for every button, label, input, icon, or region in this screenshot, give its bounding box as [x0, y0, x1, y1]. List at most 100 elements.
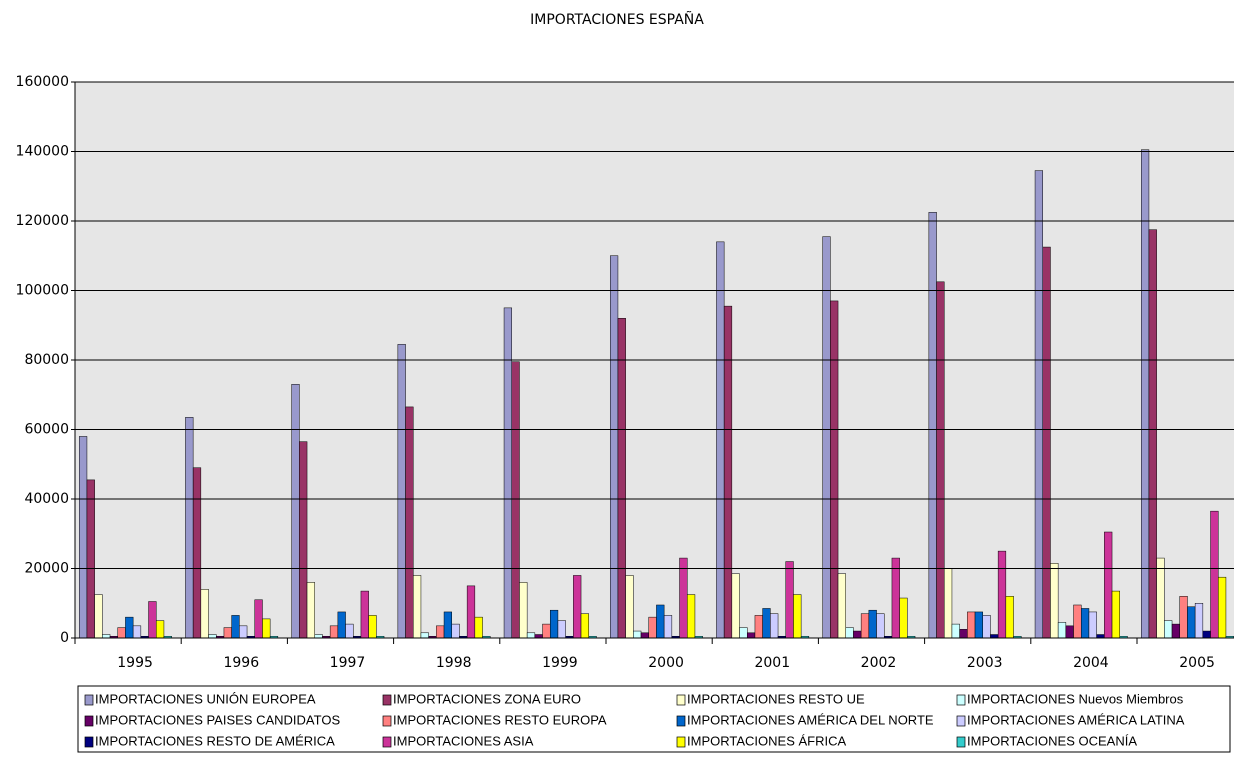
legend-label: IMPORTACIONES ZONA EURO — [393, 691, 581, 706]
y-tick-label: 160000 — [16, 74, 69, 90]
legend-swatch — [956, 736, 966, 748]
bar — [466, 585, 476, 639]
bar — [830, 300, 839, 639]
bar — [436, 625, 445, 639]
legend-swatch — [676, 736, 686, 748]
bar — [192, 467, 202, 639]
bar — [746, 632, 756, 639]
bar — [731, 573, 740, 639]
bar — [1111, 590, 1120, 639]
x-tick-label: 1995 — [117, 655, 153, 671]
bar — [770, 613, 779, 639]
legend-swatch — [676, 694, 686, 706]
bar — [648, 616, 657, 639]
bar — [1104, 531, 1113, 639]
legend-swatch — [382, 694, 392, 706]
bar — [959, 629, 968, 639]
bar — [1179, 596, 1188, 639]
bar — [739, 627, 748, 639]
bar — [876, 613, 885, 639]
bar — [345, 623, 354, 639]
legend-label: IMPORTACIONES UNIÓN EUROPEA — [95, 691, 316, 706]
bar — [86, 479, 95, 639]
legend-label: IMPORTACIONES RESTO UE — [687, 691, 865, 706]
bar — [78, 436, 88, 639]
bar — [1187, 606, 1196, 639]
bar — [185, 417, 194, 639]
legend-swatch — [956, 694, 966, 706]
bar — [845, 627, 854, 639]
y-tick-label: 0 — [60, 630, 69, 646]
y-tick-label: 40000 — [24, 491, 69, 507]
y-tick-label: 100000 — [16, 283, 69, 299]
bar — [793, 594, 802, 639]
bar — [557, 620, 566, 639]
bar — [686, 594, 696, 639]
bar — [1194, 603, 1204, 639]
bar — [299, 441, 308, 639]
bar — [1217, 576, 1227, 639]
legend-label: IMPORTACIONES ASIA — [393, 733, 534, 748]
legend — [77, 685, 1231, 753]
bar — [239, 625, 248, 639]
bar — [1140, 149, 1150, 639]
bar — [337, 611, 346, 639]
bar — [860, 613, 870, 639]
bar — [951, 623, 960, 639]
bar — [1042, 246, 1051, 639]
bar — [1164, 620, 1173, 639]
bar — [785, 561, 794, 639]
bar — [716, 241, 725, 639]
bar — [125, 616, 134, 639]
bar — [936, 281, 945, 639]
x-tick-label: 2005 — [1179, 655, 1215, 671]
bar — [1088, 611, 1097, 639]
bar — [617, 318, 626, 639]
y-tick-label: 140000 — [16, 144, 69, 160]
legend-label: IMPORTACIONES PAISES CANDIDATOS — [95, 712, 340, 727]
bar — [526, 632, 536, 639]
bar — [974, 611, 983, 639]
bar — [754, 615, 763, 639]
y-tick-label: 80000 — [24, 352, 69, 368]
x-tick-label: 1998 — [436, 655, 472, 671]
bar — [1171, 623, 1180, 639]
bar — [1057, 622, 1067, 639]
legend-label: IMPORTACIONES ÁFRICA — [687, 733, 846, 748]
bar — [451, 623, 460, 639]
legend-label: IMPORTACIONES RESTO EUROPA — [393, 712, 607, 727]
bar — [306, 582, 315, 639]
y-tick-label: 20000 — [24, 561, 69, 577]
bar — [223, 627, 232, 639]
bar — [155, 620, 165, 639]
bar — [573, 575, 582, 639]
bar — [1050, 563, 1059, 639]
bar — [231, 615, 240, 639]
bar — [997, 550, 1007, 639]
bar — [148, 601, 157, 639]
bar — [640, 632, 649, 639]
bar — [329, 625, 339, 639]
bar — [102, 634, 111, 639]
bar — [542, 623, 551, 639]
bar — [625, 575, 634, 639]
bar — [443, 611, 452, 639]
bar — [1096, 634, 1105, 639]
bar — [519, 582, 528, 639]
legend-swatch — [956, 715, 966, 727]
bar — [1210, 510, 1219, 639]
bar — [132, 625, 142, 639]
legend-label: IMPORTACIONES AMÉRICA DEL NORTE — [687, 712, 934, 727]
bar — [928, 212, 937, 639]
x-tick-label: 1999 — [542, 655, 578, 671]
bar — [891, 557, 900, 639]
bar — [503, 307, 512, 639]
bar — [412, 575, 422, 639]
bar — [360, 590, 369, 639]
bar — [656, 604, 665, 639]
y-tick-label: 60000 — [24, 422, 69, 438]
chart-title: IMPORTACIONES ESPAÑA — [530, 11, 704, 28]
bar — [549, 609, 559, 639]
bar — [94, 594, 103, 639]
bar — [1202, 630, 1211, 639]
